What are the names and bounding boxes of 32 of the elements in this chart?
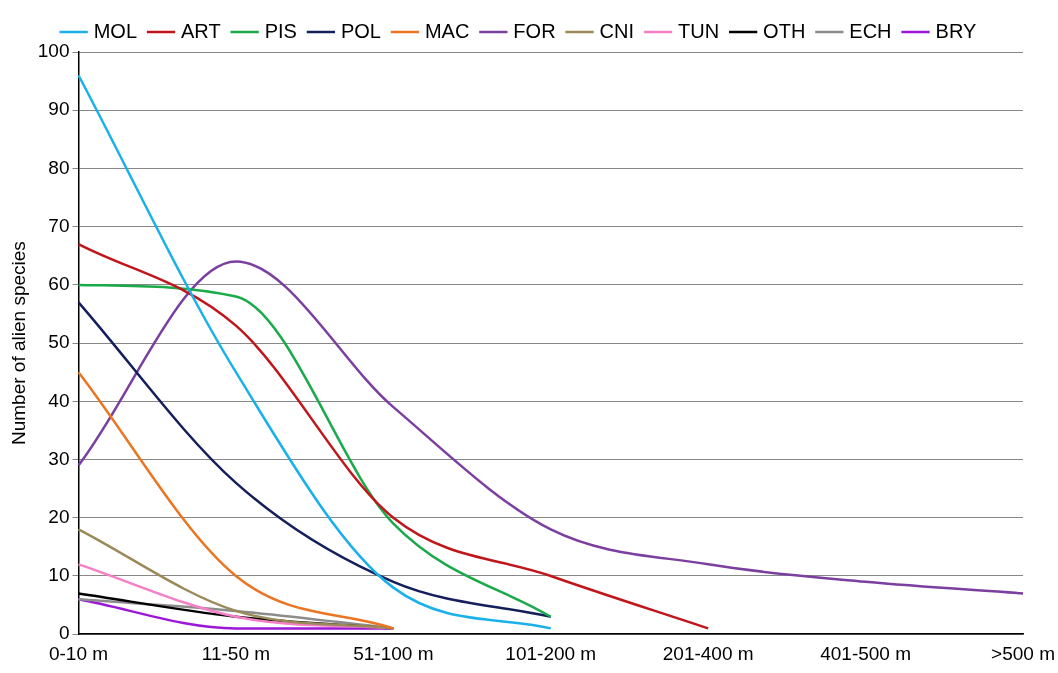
x-tick-label: 51-100 m — [353, 642, 434, 664]
x-tick-label: 101-200 m — [505, 642, 597, 664]
legend-label: CNI — [599, 19, 635, 42]
y-tick-label: 80 — [48, 156, 70, 178]
line-series — [77, 242, 710, 630]
legend-label: OTH — [763, 19, 806, 42]
x-tick-label: >500 m — [991, 642, 1055, 664]
legend-label: ART — [181, 19, 221, 42]
y-tick-label: 20 — [48, 505, 70, 527]
x-tick-label: 401-500 m — [820, 642, 912, 664]
y-tick-label: 60 — [48, 273, 70, 295]
legend-label: PIS — [264, 19, 297, 42]
x-tick-label: 201-400 m — [662, 642, 754, 664]
legend-label: MAC — [424, 19, 470, 42]
legend-label: BRY — [935, 19, 977, 42]
y-tick-label: 10 — [48, 564, 70, 586]
legend-label: MOL — [93, 19, 138, 42]
legend-label: TUN — [678, 19, 720, 42]
y-tick-label: 40 — [48, 389, 70, 411]
y-axis-title: Number of alien species — [7, 241, 29, 446]
y-tick-label: 70 — [48, 214, 70, 236]
legend-label: FOR — [513, 19, 556, 42]
x-tick-label: 0-10 m — [48, 642, 109, 664]
line-series — [77, 74, 553, 630]
x-tick-label: 11-50 m — [201, 642, 271, 664]
legend-label: ECH — [849, 19, 892, 42]
y-tick-label: 90 — [48, 98, 70, 120]
legend-label: POL — [340, 19, 381, 42]
y-tick-label: 50 — [48, 331, 70, 353]
y-tick-label: 0 — [58, 622, 70, 644]
y-tick-label: 30 — [48, 447, 70, 469]
y-tick-label: 100 — [37, 40, 70, 62]
